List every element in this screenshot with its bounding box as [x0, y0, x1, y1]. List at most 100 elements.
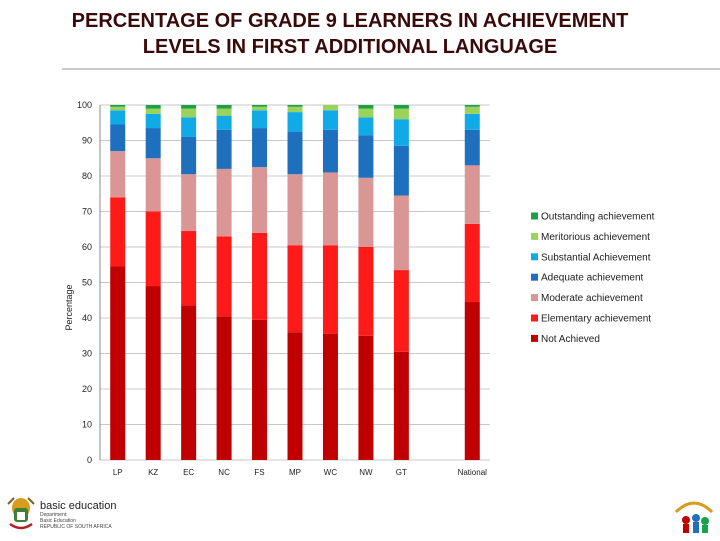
bar-segment	[252, 110, 268, 129]
bar-segment	[252, 128, 268, 168]
bar-segment	[110, 106, 126, 111]
bar-segment	[322, 245, 338, 334]
y-axis-label: Percentage	[64, 284, 74, 330]
bar-segment	[358, 108, 374, 118]
bar-segment	[287, 131, 303, 175]
legend-swatch	[531, 232, 538, 240]
logo-subtitle-2: Basic Education	[40, 518, 76, 524]
legend-swatch	[531, 273, 538, 281]
y-tick-label: 20	[82, 384, 92, 394]
department-logo	[4, 494, 124, 534]
bar-segment	[322, 333, 338, 460]
bar-segment	[464, 129, 480, 166]
x-tick-label: KZ	[148, 468, 158, 477]
y-tick-label: 100	[77, 100, 92, 110]
legend-swatch	[531, 212, 538, 220]
bar-segment	[287, 332, 303, 460]
bar-segment	[145, 113, 161, 129]
bar-segment	[287, 174, 303, 246]
x-tick-label: WC	[324, 468, 338, 477]
bar-segment	[358, 335, 374, 460]
legend-label: Outstanding achievement	[541, 212, 655, 223]
y-tick-label: 30	[82, 349, 92, 359]
bar-segment	[358, 105, 374, 109]
bar-segment	[145, 105, 161, 109]
bar-segment	[181, 231, 197, 306]
legend-label: Not Achieved	[541, 334, 600, 345]
bar-segment	[464, 105, 480, 107]
bar-segment	[181, 305, 197, 460]
y-tick-label: 10	[82, 420, 92, 430]
y-tick-label: 0	[87, 455, 92, 465]
bar-segment	[322, 105, 338, 111]
bar-segment	[358, 247, 374, 336]
bar-segment	[145, 108, 161, 114]
bar-segment	[287, 105, 303, 107]
bar-segment	[110, 266, 126, 460]
x-tick-label: EC	[183, 468, 194, 477]
bar-segment	[393, 145, 409, 196]
x-tick-label: National	[458, 468, 488, 477]
bar-segment	[393, 108, 409, 120]
bar-segment	[393, 105, 409, 109]
anniversary-emblem-icon	[674, 501, 714, 533]
bar-segment	[252, 105, 268, 107]
bar-segment	[464, 106, 480, 114]
bar-segment	[216, 105, 232, 109]
bar-segment	[322, 129, 338, 173]
bar-segment	[110, 105, 126, 107]
legend-swatch	[531, 253, 538, 261]
bar-segment	[181, 174, 197, 232]
legend-swatch	[531, 294, 538, 302]
y-tick-label: 80	[82, 171, 92, 181]
bar-segment	[252, 167, 268, 233]
bar-segment	[216, 115, 232, 130]
logo-subtitle-3: REPUBLIC OF SOUTH AFRICA	[40, 524, 112, 530]
bar-segment	[145, 158, 161, 212]
title-line-1: PERCENTAGE OF GRADE 9 LEARNERS IN ACHIEV…	[71, 10, 629, 32]
bar-segment	[464, 223, 480, 303]
bar-segment	[287, 112, 303, 132]
bar-segment	[216, 316, 232, 460]
y-tick-label: 40	[82, 313, 92, 323]
legend-label: Moderate achievement	[541, 293, 643, 304]
legend-label: Elementary achievement	[541, 314, 651, 325]
bar-segment	[216, 108, 232, 116]
x-tick-label: GT	[396, 468, 407, 477]
department-logo-text: basic education Department: Basic Educat…	[40, 500, 116, 530]
legend-swatch	[531, 334, 538, 342]
logo-title: basic education	[40, 500, 117, 512]
legend-label: Meritorious achievement	[541, 232, 650, 243]
bar-segment	[181, 105, 197, 109]
bar-segment	[393, 195, 409, 271]
x-tick-label: NC	[218, 468, 230, 477]
bar-segment	[358, 135, 374, 178]
y-tick-label: 60	[82, 242, 92, 252]
logo-subtitle-1: Department:	[40, 512, 68, 518]
bar-segment	[252, 319, 268, 460]
legend-label: Adequate achievement	[541, 273, 644, 284]
y-tick-label: 70	[82, 207, 92, 217]
y-tick-label: 90	[82, 136, 92, 146]
title-divider	[62, 68, 720, 70]
bar-segment	[181, 117, 197, 137]
bar-segment	[110, 110, 126, 125]
bar-segment	[145, 286, 161, 460]
bar-segment	[287, 245, 303, 333]
bar-segment	[322, 110, 338, 130]
bar-segment	[145, 211, 161, 287]
bar-segment	[358, 117, 374, 136]
bar-segment	[216, 236, 232, 317]
x-tick-label: FS	[254, 468, 264, 477]
bar-segment	[464, 113, 480, 130]
bar-segment	[287, 106, 303, 113]
anniversary-logo	[672, 492, 716, 536]
coat-of-arms-icon	[7, 497, 35, 530]
legend-swatch	[531, 314, 538, 322]
bar-segment	[252, 232, 268, 320]
bar-segment	[464, 165, 480, 224]
bar-segment	[145, 128, 161, 159]
bar-segment	[322, 172, 338, 246]
bar-segment	[110, 197, 126, 267]
